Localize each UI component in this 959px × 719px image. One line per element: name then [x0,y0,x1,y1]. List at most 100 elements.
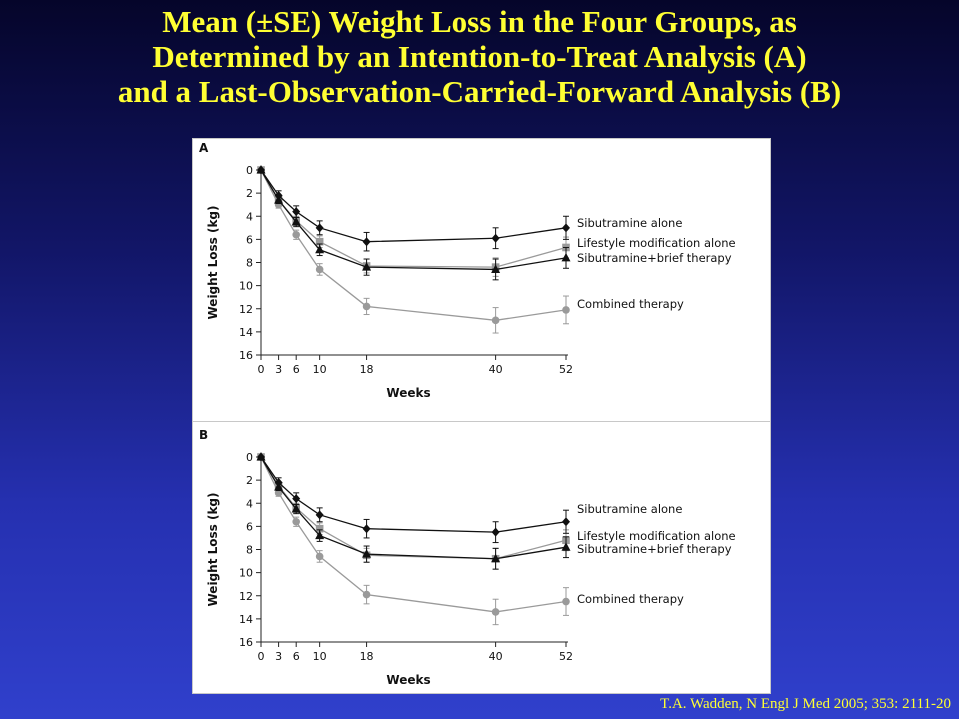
x-axis-label: Weeks [386,386,430,400]
x-tick-label: 6 [293,650,300,663]
y-tick-label: 0 [246,451,253,464]
slide-title-line-3: and a Last-Observation-Carried-Forward A… [117,74,842,109]
series-lifestyle-modification-alone [257,453,570,570]
x-tick-label: 3 [275,363,282,376]
x-axis-label: Weeks [386,673,430,687]
y-tick-label: 2 [246,187,253,200]
y-tick-label: 6 [246,520,253,533]
data-point-triangle [491,553,501,563]
chart-panel-a: A 0 2 4 6 8 10 12 14 16 0 3 6 10 18 40 52 Weeks Weight Los… [192,138,771,422]
y-tick-label: 12 [239,590,253,603]
series-lifestyle-modification-alone [257,166,570,277]
legend-label: Sibutramine alone [577,216,682,230]
data-point-circle [362,590,371,599]
panel-label: B [199,428,208,442]
data-point-triangle [291,217,301,226]
data-point-diamond [315,510,324,520]
x-tick-label: 6 [293,363,300,376]
series-combined-therapy [257,166,570,334]
y-tick-label: 2 [246,474,253,487]
data-point-diamond [274,477,283,487]
data-point-diamond [292,494,301,504]
legend-label: Combined therapy [577,592,684,606]
data-point-diamond [274,190,283,200]
data-point-circle [491,316,500,325]
citation: T.A. Wadden, N Engl J Med 2005; 353: 211… [660,696,951,712]
legend-label: Sibutramine+brief therapy [577,251,732,265]
x-tick-label: 10 [313,363,327,376]
data-point-diamond [362,237,371,247]
x-tick-label: 18 [360,363,374,376]
data-point-triangle [491,264,501,273]
data-point-diamond [292,207,301,217]
data-point-circle [562,597,570,606]
data-point-circle [292,230,300,239]
series-line [260,169,567,271]
y-tick-label: 14 [239,326,253,339]
slide-title: Mean (±SE) Weight Loss in the Four Group… [0,4,959,109]
data-point-triangle [561,252,571,262]
series-line [260,456,567,560]
legend-label: Sibutramine alone [577,502,682,516]
data-point-triangle [291,504,301,513]
y-tick-label: 4 [246,497,253,510]
series-sibutramine-alone [257,165,570,252]
data-point-diamond [562,223,570,233]
data-point-triangle [362,549,372,558]
data-point-diamond [315,223,324,233]
y-tick-label: 16 [239,636,253,649]
data-point-triangle [315,244,325,254]
y-tick-label: 10 [239,280,253,293]
y-tick-label: 12 [239,303,253,316]
y-axis-label: Weight Loss (kg) [206,206,220,320]
data-point-square [315,524,324,533]
x-tick-label: 52 [559,363,573,376]
x-tick-label: 18 [360,650,374,663]
data-point-circle [292,517,300,526]
slide-title-line-2: Determined by an Intention-to-Treat Anal… [152,39,807,74]
y-tick-label: 8 [246,257,253,270]
data-point-diamond [257,165,265,175]
data-point-circle [315,552,324,561]
data-point-diamond [362,524,371,534]
data-point-square [315,237,324,246]
y-tick-label: 0 [246,164,253,177]
y-tick-label: 14 [239,613,253,626]
data-point-circle [491,608,500,616]
data-point-circle [362,302,371,311]
y-tick-label: 10 [239,567,253,580]
x-tick-label: 10 [313,650,327,663]
y-tick-label: 4 [246,210,253,223]
y-tick-label: 16 [239,349,253,362]
panel-label: A [199,141,209,155]
y-tick-label: 6 [246,233,253,246]
legend-label: Sibutramine+brief therapy [577,542,732,556]
data-point-triangle [561,542,571,551]
data-point-triangle [315,530,325,540]
series-line [260,456,567,613]
data-point-diamond [562,517,570,527]
x-tick-label: 3 [275,650,282,663]
data-point-triangle [362,262,372,271]
chart-panel-b: B 0 2 4 6 8 10 12 14 16 0 3 6 10 18 40 52 Weeks Weight Los… [192,421,771,694]
data-point-circle [315,265,324,274]
x-tick-label: 40 [489,363,503,376]
legend-label: Combined therapy [577,297,684,311]
x-tick-label: 52 [559,650,573,663]
x-tick-label: 0 [258,363,265,376]
x-tick-label: 0 [258,650,265,663]
series-sibutramine-brief-therapy [256,165,571,281]
data-point-diamond [491,233,500,243]
data-point-diamond [257,452,265,462]
series-sibutramine-alone [257,452,570,544]
series-line [260,456,567,560]
slide-title-line-1: Mean (±SE) Weight Loss in the Four Group… [162,4,797,39]
y-axis-label: Weight Loss (kg) [206,493,220,607]
x-tick-label: 40 [489,650,503,663]
data-point-circle [562,306,570,314]
series-combined-therapy [257,453,570,626]
legend-label: Lifestyle modification alone [577,529,736,543]
data-point-diamond [491,527,500,537]
